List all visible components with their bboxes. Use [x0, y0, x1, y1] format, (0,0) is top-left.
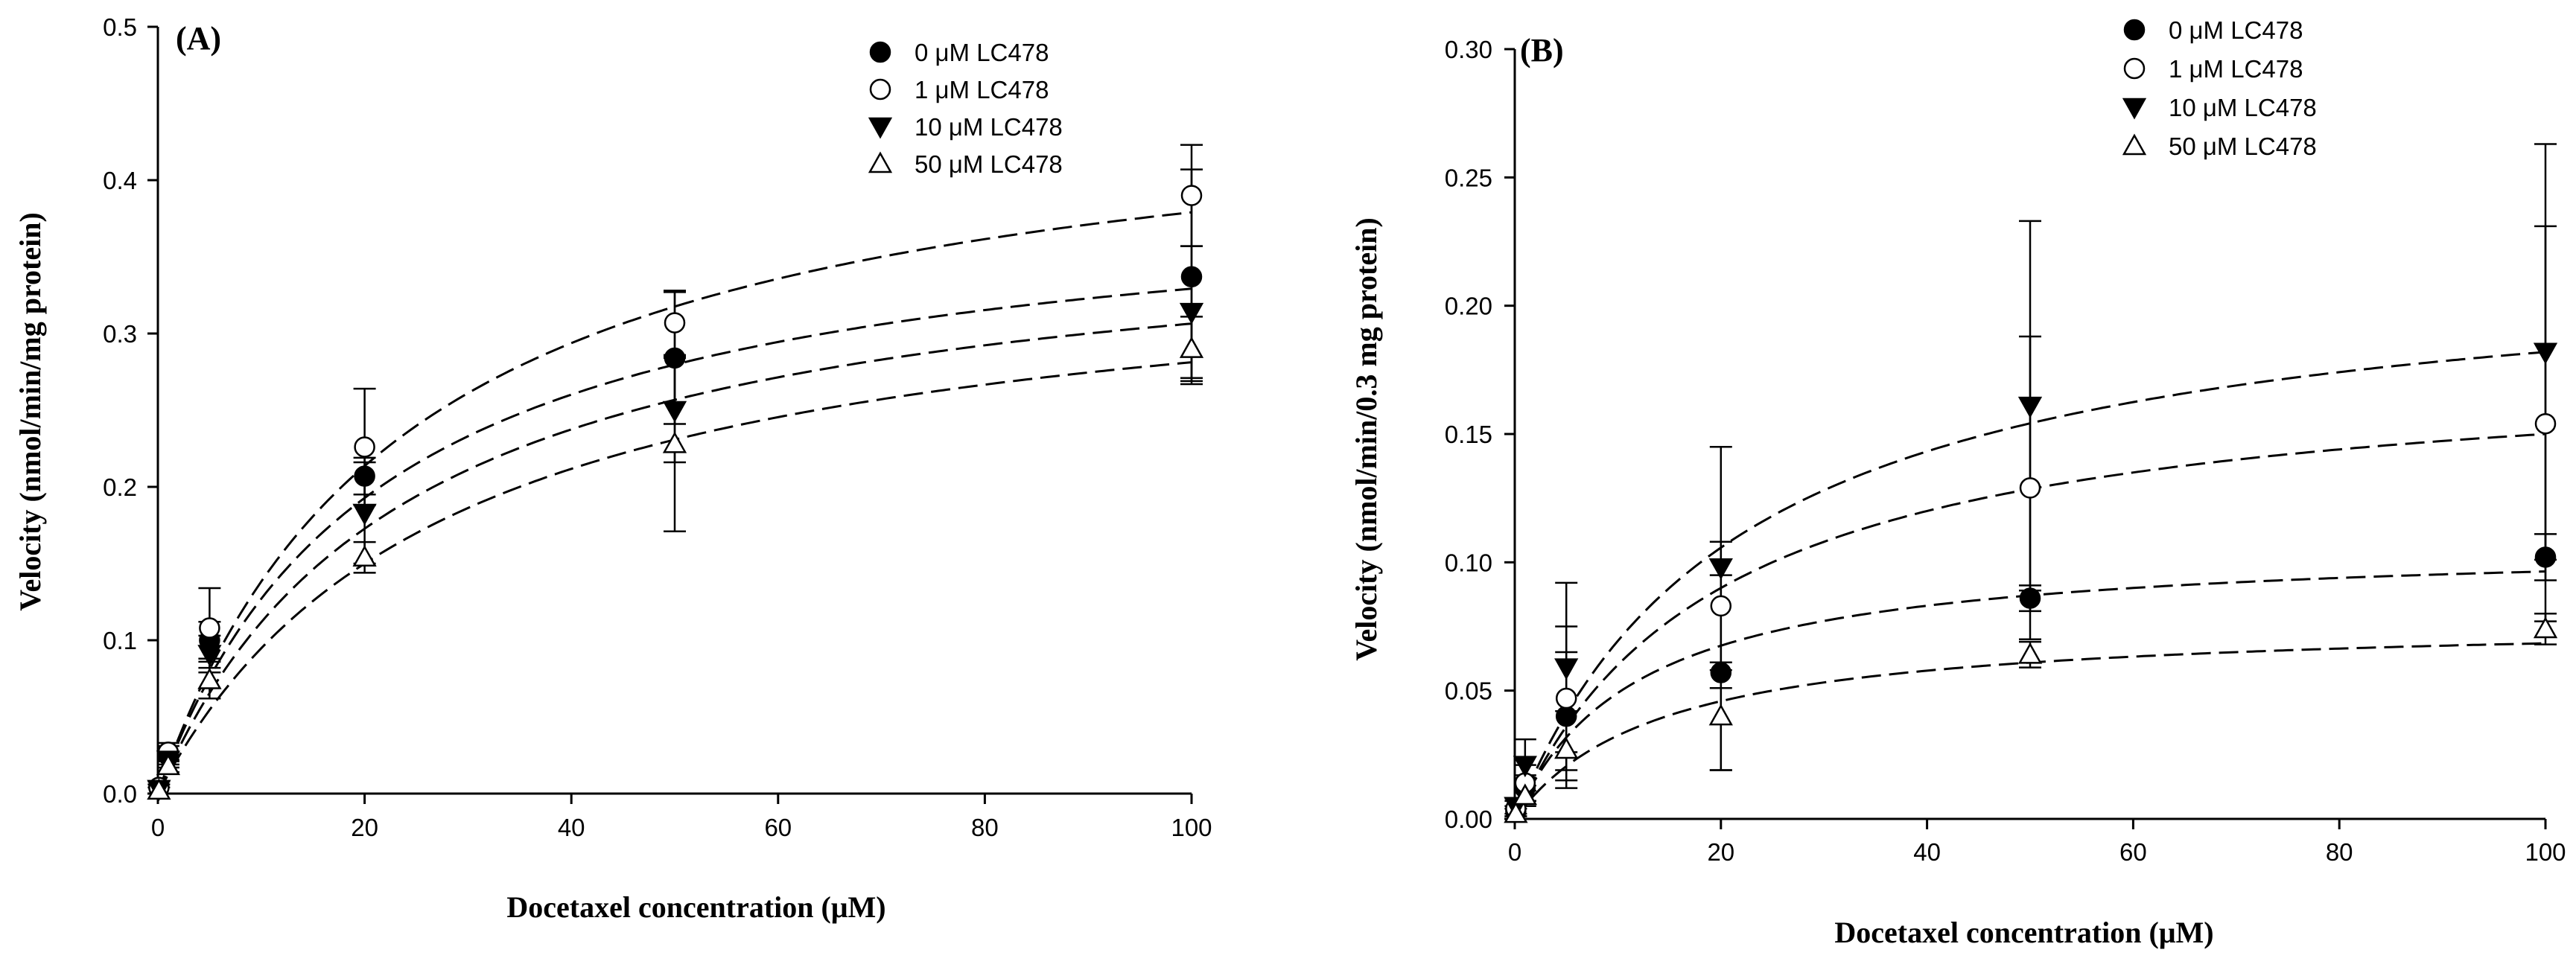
- panel-a-data-point-s3: [147, 778, 171, 800]
- panel-a-data-point-s1: [1180, 185, 1203, 206]
- panel-b-y-axis-title: Velocity (nmol/min/0.3 mg protein): [1349, 217, 1383, 661]
- panel-a-data-point-s3: [1179, 336, 1204, 358]
- panel-a-y-tick-label: 0.2: [103, 473, 137, 501]
- panel-b-x-tick-label: 40: [1913, 838, 1941, 866]
- panel-b-data-point-s1: [1710, 595, 1732, 617]
- panel-a-data-point-s3: [197, 668, 222, 689]
- panel-b-y-tick-label: 0.10: [1445, 549, 1492, 576]
- panel-b-data-point-s2: [2533, 342, 2558, 365]
- panel-a-x-tick-label: 0: [151, 814, 165, 841]
- panel-a-legend-label-3: 50 μM LC478: [915, 150, 1063, 178]
- panel-b-legend-marker-3: [2122, 133, 2147, 156]
- panel-b-y-tick-label: 0.20: [1445, 293, 1492, 320]
- panel-b-x-tick-label: 0: [1508, 838, 1521, 866]
- panel-a-x-tick-label: 100: [1171, 814, 1212, 841]
- panel-a-y-tick-label: 0.0: [103, 780, 137, 808]
- panel-b-data-point-s2: [1513, 756, 1537, 778]
- panel-b-data-point-s1: [2019, 477, 2041, 499]
- panel-a-y-tick-label: 0.4: [103, 167, 137, 194]
- panel-a-data-point-s3: [662, 431, 687, 453]
- panel-a-data-point-s0: [1180, 266, 1203, 288]
- panel-a-data-point-s3: [352, 545, 377, 567]
- panel-b-x-tick-label: 60: [2119, 838, 2147, 866]
- panel-a-data-point-s1: [664, 312, 686, 334]
- panel-a-y-tick-label: 0.1: [103, 627, 137, 654]
- panel-b-data-point-s3: [1554, 737, 1579, 759]
- panel-b-data-point-s0: [1555, 705, 1577, 727]
- panel-a-legend-label-2: 10 μM LC478: [915, 113, 1063, 141]
- panel-a-data-point-s3: [156, 753, 181, 776]
- panel-a-data-point-s2: [352, 503, 377, 526]
- panel-a-y-tick-label: 0.3: [103, 320, 137, 348]
- panel-b-data-point-s1: [2534, 412, 2557, 435]
- panel-b-legend-label-2: 10 μM LC478: [2169, 94, 2317, 121]
- panel-b-y-tick-label: 0.00: [1445, 805, 1492, 833]
- panel-b-data-point-s2: [1708, 558, 1733, 580]
- panel-b-data-point-s2: [1554, 658, 1579, 680]
- panel-a-legend-marker-1: [869, 78, 891, 101]
- panel-b-data-point-s3: [2533, 616, 2558, 639]
- panel-b-fit-curve-2: [1513, 351, 2546, 820]
- panel-a-x-tick-label: 40: [558, 814, 585, 841]
- panel-b-x-tick-label: 100: [2525, 838, 2566, 866]
- panel-b-data-point-s0: [2019, 587, 2041, 609]
- panel-a-data-point-s2: [197, 645, 222, 667]
- panel-b-x-axis-title: Docetaxel concentration (μM): [1834, 916, 2213, 949]
- panel-a-y-axis-title: Velocity (nmol/min/mg protein): [13, 212, 47, 611]
- panel-b-data-point-s3: [1513, 783, 1537, 805]
- panel-a-fit-curve-1: [156, 211, 1192, 794]
- panel-b-y-tick-label: 0.15: [1445, 421, 1492, 448]
- panel-b-legend-label-3: 50 μM LC478: [2169, 133, 2317, 160]
- panel-a-legend-marker-3: [868, 151, 893, 173]
- panel-b-data-point-s3: [2017, 642, 2043, 664]
- panel-b-legend-marker-0: [2123, 19, 2146, 41]
- panel-b-data-point-s2: [2017, 396, 2043, 418]
- panel-b-data-point-s0: [2534, 546, 2557, 568]
- panel-a: (A) Docetaxel concentration (μM) Velocit…: [13, 13, 1212, 924]
- panel-a-data-point-s0: [664, 347, 686, 369]
- panel-a-legend-marker-0: [869, 41, 891, 63]
- panel-b-y-tick-label: 0.05: [1445, 677, 1492, 705]
- panel-b-fit-curve-3: [1513, 642, 2546, 820]
- panel-a-y-tick-label: 0.5: [103, 13, 137, 41]
- panel-a-legend-label-0: 0 μM LC478: [915, 39, 1049, 66]
- panel-b-x-tick-label: 20: [1707, 838, 1734, 866]
- panel-b-data-point-s3: [1708, 704, 1733, 726]
- panel-a-x-tick-label: 60: [764, 814, 792, 841]
- panel-b-y-tick-label: 0.25: [1445, 164, 1492, 191]
- panel-a-data-point-s0: [354, 465, 375, 487]
- panel-a-x-tick-label: 80: [971, 814, 999, 841]
- panel-a-data-point-s2: [1179, 302, 1204, 325]
- panel-a-label: (A): [176, 20, 221, 57]
- panel-b: (B) Docetaxel concentration (μM) Velocit…: [1349, 16, 2566, 949]
- panel-b-y-tick-label: 0.30: [1445, 36, 1492, 63]
- panel-b-data-point-s0: [1710, 662, 1732, 683]
- panel-a-x-tick-label: 20: [351, 814, 378, 841]
- panel-b-legend-label-1: 1 μM LC478: [2169, 55, 2303, 83]
- panel-b-legend-label-0: 0 μM LC478: [2169, 16, 2303, 44]
- panel-b-legend-marker-2: [2122, 98, 2147, 120]
- panel-b-data-point-s1: [1555, 687, 1577, 709]
- panel-b-data-point-s3: [1504, 801, 1528, 823]
- panel-a-legend-marker-2: [868, 117, 893, 139]
- panel-a-x-axis-title: Docetaxel concentration (μM): [506, 890, 885, 924]
- panel-b-label: (B): [1520, 32, 1564, 68]
- panel-a-data-point-s2: [662, 401, 687, 423]
- panel-b-legend-marker-1: [2123, 57, 2146, 80]
- panel-a-legend-label-1: 1 μM LC478: [915, 76, 1049, 103]
- panel-b-x-tick-label: 80: [2326, 838, 2353, 866]
- panel-a-data-point-s1: [199, 617, 220, 639]
- panel-a-data-point-s1: [354, 436, 375, 458]
